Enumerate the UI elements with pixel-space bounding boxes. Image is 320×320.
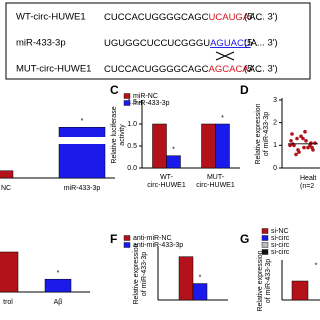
y-tick-label: 0.0 (127, 165, 137, 172)
point (310, 145, 314, 150)
mutation-cross (215, 51, 235, 61)
legend-swatch (123, 100, 131, 106)
sequence: UGUGGCUCCUCGGGUAGUACUA (104, 38, 258, 49)
sequence-part: AGUACU (210, 38, 251, 49)
point (304, 139, 308, 143)
sequence-part: AC (249, 12, 262, 23)
sequence-part: UGUGGCUCCUCGGGU (104, 38, 210, 49)
sequence-part: A (251, 38, 258, 49)
sequence-part: UCAUGA (209, 12, 250, 23)
significance: * (172, 147, 175, 154)
bar (215, 123, 230, 169)
bar (0, 251, 19, 293)
bar (192, 283, 208, 301)
y-tick-label: 1.0 (127, 121, 137, 128)
y-axis-label: of miR-433-3p (141, 252, 148, 296)
sequence-part: CUCCACUGGGGCAGC (104, 12, 209, 23)
y-axis-label: Relative expression (257, 250, 264, 311)
x-tick-label: MUT- (207, 174, 225, 181)
bar (152, 123, 167, 169)
point (289, 139, 293, 143)
bar (58, 127, 106, 179)
panel-letter: C (110, 83, 119, 97)
point (302, 145, 306, 150)
y-tick-label: 0 (273, 165, 277, 172)
x-tick-label: NC (1, 185, 11, 192)
legend-swatch (261, 249, 269, 255)
point (296, 148, 300, 152)
point (288, 143, 292, 148)
y-tick-label: 0.5 (127, 143, 137, 150)
x-tick-label: trol (3, 299, 13, 306)
significance: * (315, 262, 318, 269)
sequence: CUCCACUGGGGCAGCAGCACAAC (104, 64, 262, 75)
axis-break (56, 137, 108, 144)
sequence-part: AC (249, 64, 262, 75)
y-axis-label: of miR-433-3p (265, 259, 272, 303)
legend-label: miR-433-3p (133, 100, 170, 107)
panel-letter: F (110, 232, 117, 246)
x-tick-label: WT- (160, 174, 173, 181)
significance: * (57, 270, 60, 277)
point (295, 136, 299, 141)
legend-label: si-NC (271, 228, 289, 235)
strand-end: (5' ... 3') (244, 38, 278, 49)
x-tick-label: Aβ (54, 299, 63, 306)
sequence-part: AGCACA (209, 64, 250, 75)
point (303, 129, 307, 134)
bar (166, 155, 181, 169)
significance: * (199, 274, 202, 281)
y-tick-label: 1.5 (127, 99, 137, 106)
y-axis-label: activity (119, 124, 126, 146)
legend-swatch (123, 235, 131, 241)
legend-label: miR-NC (133, 93, 158, 100)
y-axis-label: of miR-433-3p (263, 112, 270, 156)
x-axis-label: Healt (300, 175, 316, 182)
legend-swatch (123, 93, 131, 99)
legend-swatch (123, 242, 131, 248)
legend-label: si-circ (271, 242, 290, 249)
x-tick-label: circ-HUWE1 (196, 182, 235, 189)
x-tick-label: miR-433-3p (64, 185, 101, 192)
legend-label: si-circ (271, 249, 290, 256)
significance: * (81, 118, 84, 125)
panel-letter: G (240, 232, 249, 246)
bar (0, 170, 14, 179)
legend-label: si-circ (271, 235, 290, 242)
legend-swatch (261, 228, 269, 234)
strand-end: (5' ... 3') (244, 64, 278, 75)
bar (291, 280, 309, 301)
x-axis-label: (n=2 (300, 183, 314, 190)
x-tick-label: circ-HUWE1 (147, 182, 186, 189)
row-label: WT-circ-HUWE1 (16, 12, 86, 23)
row-label: MUT-circ-HUWE1 (16, 64, 91, 75)
point (313, 141, 317, 145)
point (290, 132, 294, 136)
significance: * (221, 115, 224, 122)
sequence: CUCCACUGGGGCAGCUCAUGAAC (104, 12, 263, 23)
bar (44, 278, 72, 293)
point (301, 136, 305, 141)
row-label: miR-433-3p (16, 38, 66, 49)
bar (201, 123, 216, 169)
sequence-box (5, 2, 311, 80)
sequence-part: CUCCACUGGGGCAGC (104, 64, 209, 75)
y-tick-label: 2 (273, 120, 277, 127)
legend-swatch (261, 242, 269, 248)
panel-letter: D (240, 83, 249, 97)
legend-label: anti-miR-433-3p (133, 242, 183, 249)
y-tick-label: 3 (273, 97, 277, 104)
bar (178, 256, 194, 301)
y-axis-label: Relative luciferase (111, 106, 118, 163)
point (294, 152, 298, 157)
y-axis-label: Relative expression (133, 243, 140, 304)
legend-swatch (261, 235, 269, 241)
legend-label: anti-miR-NC (133, 235, 172, 242)
y-tick-label: 1 (273, 142, 277, 149)
y-axis-label: Relative expression (255, 103, 262, 164)
strand-end: (5' ... 3') (244, 12, 278, 23)
